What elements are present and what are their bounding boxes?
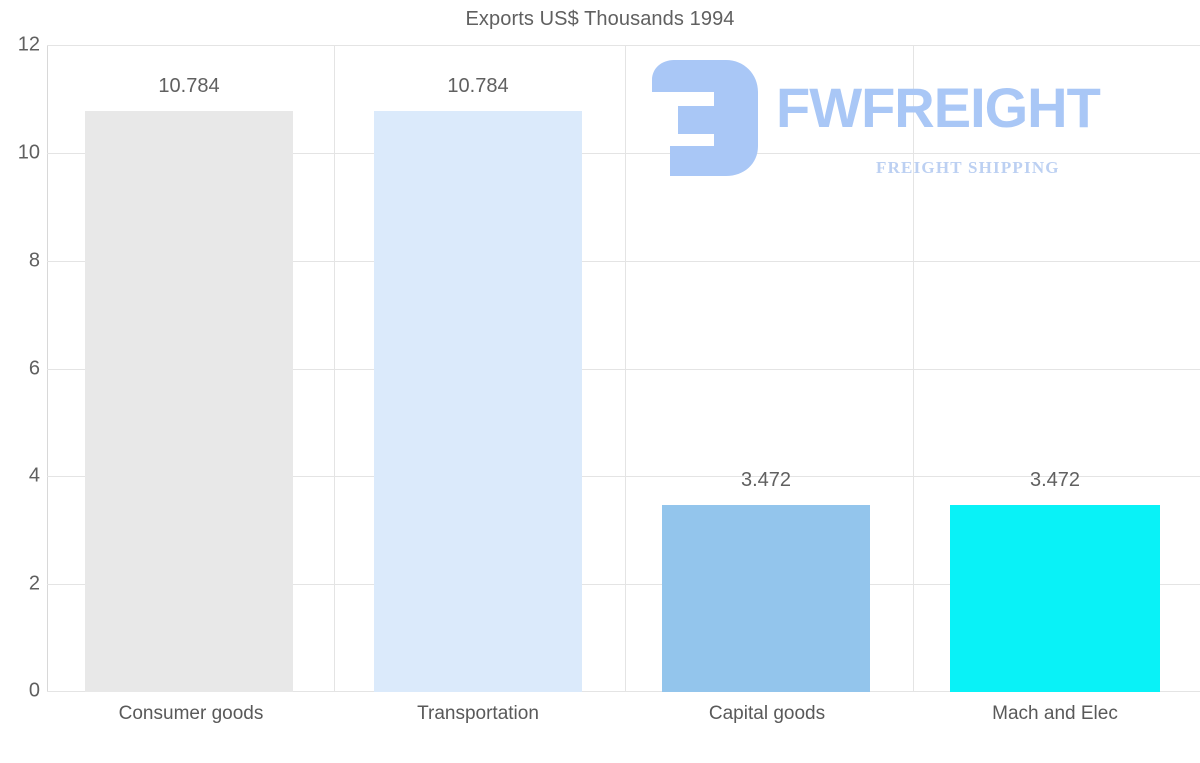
plot-area: 12 10 8 6 4 2 0 10.784 10.784 3.472 3.47…: [18, 34, 1200, 702]
gridline-y-6: [47, 368, 1200, 370]
gridline-category-1: [334, 45, 335, 692]
y-tick-label: 10: [17, 141, 40, 164]
x-tick-label-consumer-goods: Consumer goods: [118, 703, 264, 724]
gridline-y-8: [47, 260, 1200, 262]
gridline-y-10: [47, 152, 1200, 154]
x-tick-label-capital-goods: Capital goods: [708, 703, 826, 724]
gridline-y-2: [47, 584, 1200, 586]
gridline-y-12: [47, 45, 1200, 46]
x-tick-label-mach-and-elec: Mach and Elec: [992, 703, 1118, 724]
bar-value-label: 10.784: [158, 75, 220, 97]
chart-title: Exports US$ Thousands 1994: [465, 8, 735, 30]
gridline-category-3: [913, 45, 914, 692]
bar-transportation[interactable]: [374, 110, 582, 692]
gridline-y-4: [47, 476, 1200, 478]
bar-mach-and-elec[interactable]: [950, 504, 1160, 692]
y-tick-label: 6: [28, 357, 40, 379]
bar-value-label: 3.472: [1029, 469, 1081, 491]
bar-consumer-goods[interactable]: [85, 110, 293, 692]
bar-value-label: 3.472: [740, 469, 792, 491]
gridline-y-0: [47, 691, 1200, 692]
bar-value-label: 10.784: [447, 75, 509, 97]
y-tick-label: 12: [17, 33, 40, 56]
y-tick-label: 0: [28, 679, 40, 702]
bar-capital-goods[interactable]: [662, 504, 870, 692]
y-tick-label: 2: [28, 572, 40, 595]
y-tick-label: 4: [28, 464, 40, 487]
y-tick-label: 8: [28, 249, 40, 272]
gridline-category-2: [625, 45, 626, 692]
x-tick-label-transportation: Transportation: [417, 703, 539, 724]
